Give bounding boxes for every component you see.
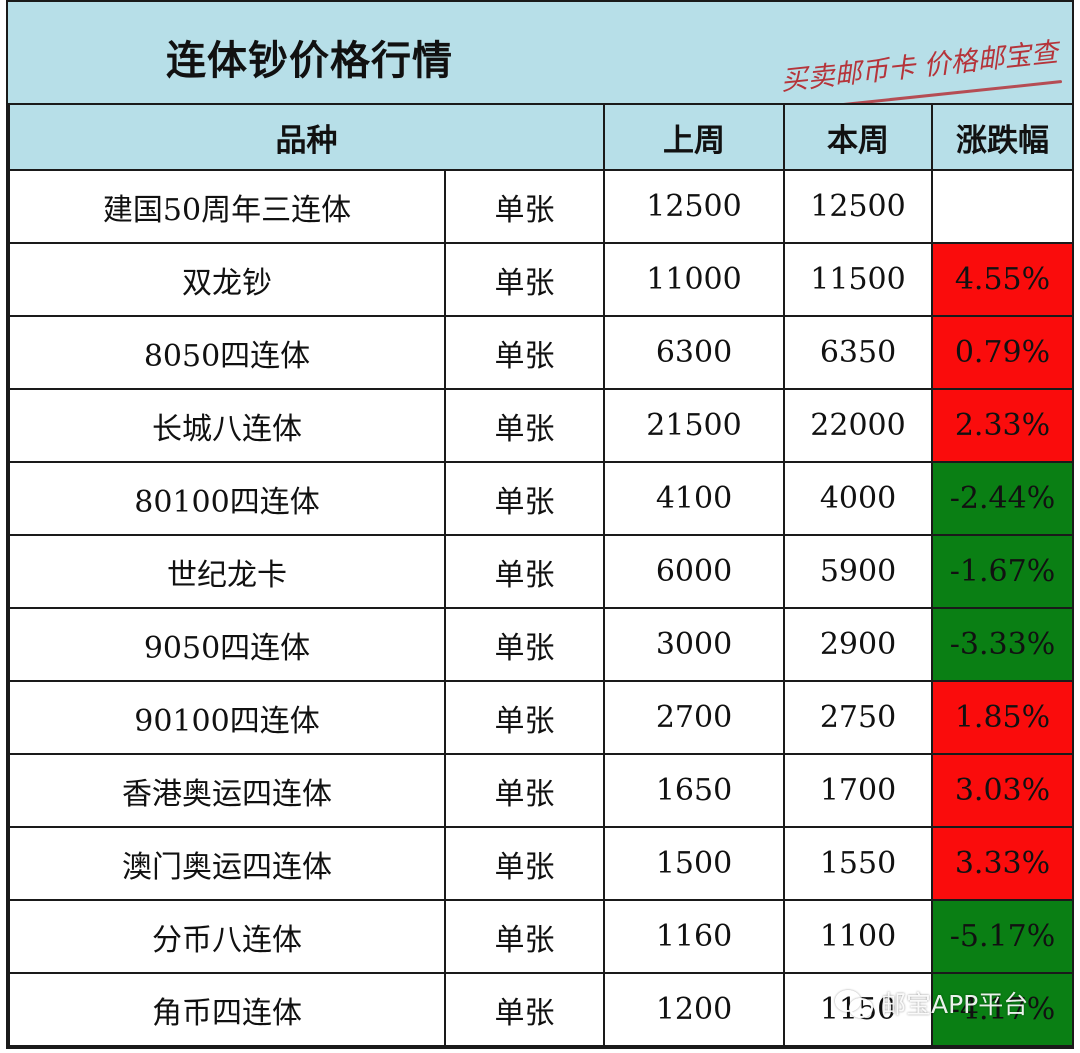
this-week-price: 11500 bbox=[783, 242, 933, 317]
change-percent: 3.33% bbox=[931, 826, 1074, 901]
table-row: 90100四连体 单张 2700 2750 1.85% bbox=[8, 680, 1074, 755]
last-week-price: 12500 bbox=[603, 169, 785, 244]
page-title: 连体钞价格行情 bbox=[166, 38, 453, 84]
variety-name: 9050四连体 bbox=[8, 607, 446, 682]
table-row: 8050四连体 单张 6300 6350 0.79% bbox=[8, 315, 1074, 390]
table-row: 分币八连体 单张 1160 1100 -5.17% bbox=[8, 899, 1074, 974]
table-header-row: 品种 上周 本周 涨跌幅 bbox=[8, 103, 1074, 171]
title-bar: 连体钞价格行情 买卖邮币卡 价格邮宝查 bbox=[8, 2, 1072, 117]
variety-name: 角币四连体 bbox=[8, 972, 446, 1047]
header-last-week: 上周 bbox=[603, 103, 785, 171]
unit-cell: 单张 bbox=[444, 388, 605, 463]
unit-cell: 单张 bbox=[444, 534, 605, 609]
this-week-price: 1100 bbox=[783, 899, 933, 974]
last-week-price: 6000 bbox=[603, 534, 785, 609]
header-variety: 品种 bbox=[8, 103, 605, 171]
last-week-price: 4100 bbox=[603, 461, 785, 536]
unit-cell: 单张 bbox=[444, 972, 605, 1047]
last-week-price: 1200 bbox=[603, 972, 785, 1047]
this-week-price: 1700 bbox=[783, 753, 933, 828]
variety-name: 双龙钞 bbox=[8, 242, 446, 317]
this-week-price: 12500 bbox=[783, 169, 933, 244]
unit-cell: 单张 bbox=[444, 169, 605, 244]
unit-cell: 单张 bbox=[444, 680, 605, 755]
table-row: 双龙钞 单张 11000 11500 4.55% bbox=[8, 242, 1074, 317]
price-sheet: 连体钞价格行情 买卖邮币卡 价格邮宝查 品种 上周 本周 涨跌幅 建国50周年三… bbox=[6, 0, 1074, 1049]
variety-name: 长城八连体 bbox=[8, 388, 446, 463]
header-this-week: 本周 bbox=[783, 103, 933, 171]
table-row: 香港奥运四连体 单张 1650 1700 3.03% bbox=[8, 753, 1074, 828]
this-week-price: 5900 bbox=[783, 534, 933, 609]
change-percent: -5.17% bbox=[931, 899, 1074, 974]
variety-name: 世纪龙卡 bbox=[8, 534, 446, 609]
change-percent: 3.03% bbox=[931, 753, 1074, 828]
last-week-price: 11000 bbox=[603, 242, 785, 317]
table-row: 角币四连体 单张 1200 1150 -4.17% bbox=[8, 972, 1074, 1047]
variety-name: 80100四连体 bbox=[8, 461, 446, 536]
variety-name: 香港奥运四连体 bbox=[8, 753, 446, 828]
unit-cell: 单张 bbox=[444, 461, 605, 536]
last-week-price: 1500 bbox=[603, 826, 785, 901]
table-row: 80100四连体 单张 4100 4000 -2.44% bbox=[8, 461, 1074, 536]
this-week-price: 6350 bbox=[783, 315, 933, 390]
table-row: 长城八连体 单张 21500 22000 2.33% bbox=[8, 388, 1074, 463]
wechat-icon bbox=[835, 988, 875, 1018]
variety-name: 分币八连体 bbox=[8, 899, 446, 974]
this-week-price: 1550 bbox=[783, 826, 933, 901]
price-table: 品种 上周 本周 涨跌幅 建国50周年三连体 单张 12500 12500 双龙钞 单张 1… bbox=[8, 103, 1074, 1047]
unit-cell: 单张 bbox=[444, 899, 605, 974]
this-week-price: 2900 bbox=[783, 607, 933, 682]
change-percent: -3.33% bbox=[931, 607, 1074, 682]
variety-name: 建国50周年三连体 bbox=[8, 169, 446, 244]
change-percent: 1.85% bbox=[931, 680, 1074, 755]
this-week-price: 2750 bbox=[783, 680, 933, 755]
change-percent: 0.79% bbox=[931, 315, 1074, 390]
table-row: 9050四连体 单张 3000 2900 -3.33% bbox=[8, 607, 1074, 682]
variety-name: 澳门奥运四连体 bbox=[8, 826, 446, 901]
last-week-price: 1160 bbox=[603, 899, 785, 974]
unit-cell: 单张 bbox=[444, 242, 605, 317]
change-percent bbox=[931, 169, 1074, 244]
watermark: 邮宝APP平台 bbox=[835, 985, 1028, 1021]
change-percent: -4.17% bbox=[931, 972, 1074, 1047]
last-week-price: 21500 bbox=[603, 388, 785, 463]
slogan-text: 买卖邮币卡 价格邮宝查 bbox=[779, 37, 1060, 98]
change-percent: -1.67% bbox=[931, 534, 1074, 609]
unit-cell: 单张 bbox=[444, 607, 605, 682]
last-week-price: 2700 bbox=[603, 680, 785, 755]
table-row: 世纪龙卡 单张 6000 5900 -1.67% bbox=[8, 534, 1074, 609]
change-percent: 4.55% bbox=[931, 242, 1074, 317]
last-week-price: 1650 bbox=[603, 753, 785, 828]
change-percent: -2.44% bbox=[931, 461, 1074, 536]
watermark-text: 邮宝APP平台 bbox=[881, 990, 1029, 1019]
variety-name: 8050四连体 bbox=[8, 315, 446, 390]
unit-cell: 单张 bbox=[444, 826, 605, 901]
last-week-price: 3000 bbox=[603, 607, 785, 682]
unit-cell: 单张 bbox=[444, 753, 605, 828]
this-week-price: 4000 bbox=[783, 461, 933, 536]
change-percent: 2.33% bbox=[931, 388, 1074, 463]
table-row: 澳门奥运四连体 单张 1500 1550 3.33% bbox=[8, 826, 1074, 901]
header-change: 涨跌幅 bbox=[931, 103, 1074, 171]
last-week-price: 6300 bbox=[603, 315, 785, 390]
variety-name: 90100四连体 bbox=[8, 680, 446, 755]
this-week-price: 22000 bbox=[783, 388, 933, 463]
unit-cell: 单张 bbox=[444, 315, 605, 390]
table-row: 建国50周年三连体 单张 12500 12500 bbox=[8, 169, 1074, 244]
